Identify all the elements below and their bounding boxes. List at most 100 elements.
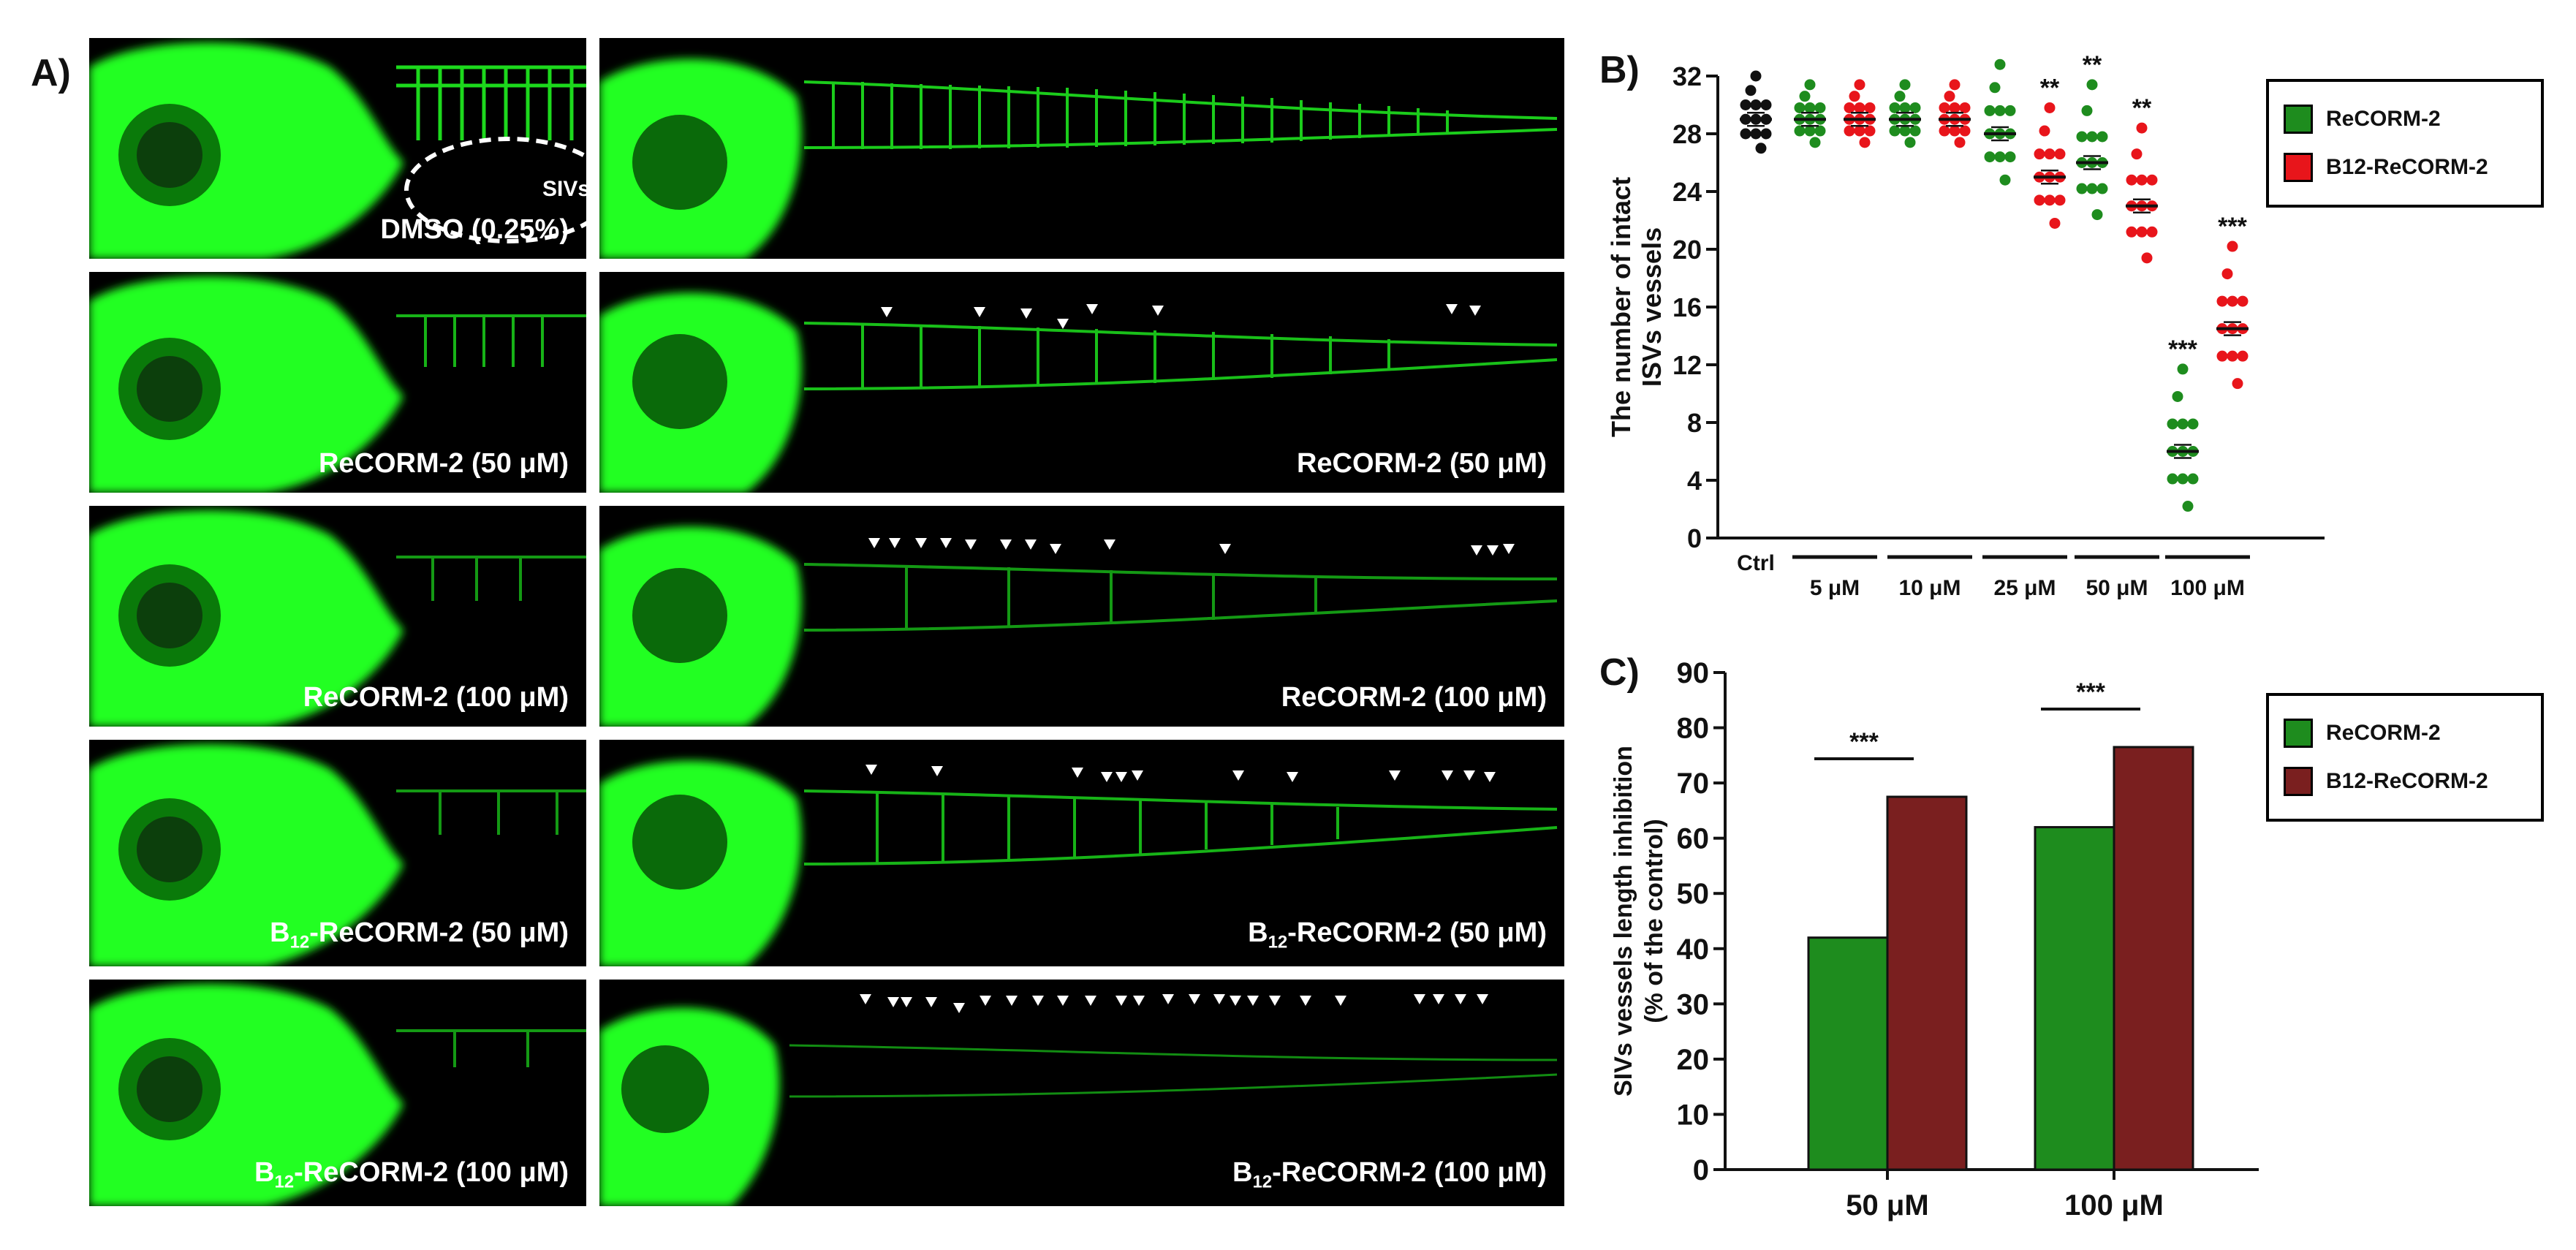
x-tick-label: 50 μM xyxy=(2086,576,2148,600)
group-1-series-0-point xyxy=(1894,91,1906,102)
y-tick-label: 50 xyxy=(1677,878,1710,910)
group-4-series-1-point xyxy=(2227,350,2238,362)
tile-recorm50-head: ReCORM-2 (50 μM) xyxy=(89,272,586,493)
y-tick-label: 8 xyxy=(1687,408,1702,438)
group-3-series-1-point xyxy=(2146,226,2158,238)
group-4-series-1-point xyxy=(2227,240,2238,252)
group-0-series-1-point xyxy=(1854,102,1865,113)
group-4-series-0-point xyxy=(2172,390,2183,402)
group-1-series-1-point xyxy=(1959,102,1971,113)
group-4-series-1-point xyxy=(2221,268,2233,280)
group-2-series-1-point xyxy=(2039,125,2050,137)
group-2-series-1-point xyxy=(2054,194,2066,206)
fish-head-image xyxy=(89,744,586,966)
group-4-series-1-point xyxy=(2237,295,2249,307)
group-0-series-1-point xyxy=(1864,102,1876,113)
bar-0-0 xyxy=(1807,936,1889,1171)
group-0-series-1-point xyxy=(1854,79,1865,91)
group-1-series-1-point xyxy=(1939,125,1950,137)
group-0-series-0-point xyxy=(1794,125,1806,137)
y-axis-label-line: The number of intact xyxy=(1606,177,1636,437)
ctrl-point xyxy=(1760,128,1772,140)
group-1-series-1-point xyxy=(1944,91,1955,102)
y-tick-label: 28 xyxy=(1672,119,1702,149)
tile-label-recorm100-body: ReCORM-2 (100 μM) xyxy=(1281,682,1547,713)
legend-swatch-green xyxy=(2284,719,2313,748)
group-3-series-1-point xyxy=(2126,174,2137,186)
tile-recorm100-head: ReCORM-2 (100 μM) xyxy=(89,506,586,727)
ctrl-point xyxy=(1740,128,1751,140)
group-3-series-0-point xyxy=(2086,79,2098,91)
y-axis-label: The number of intactISVs vessels xyxy=(1606,177,1667,437)
tile-label-b12-100-body: B12-ReCORM-2 (100 μM) xyxy=(1232,1157,1547,1193)
group-2-series-1-point xyxy=(2034,148,2045,160)
panel-b-letter: B) xyxy=(1599,49,1640,91)
group-3-series-0-point xyxy=(2081,105,2093,116)
y-axis-label: SIVs vessels length inhibition (% of the … xyxy=(1610,746,1668,1096)
group-0-series-0-point xyxy=(1814,125,1826,137)
y-tick-label: 30 xyxy=(1677,988,1710,1020)
legend-label: B12-ReCORM-2 xyxy=(2326,155,2488,179)
group-2-series-0-point xyxy=(1984,151,1996,163)
ctrl-point xyxy=(1750,70,1762,82)
bar-0-1 xyxy=(1886,795,1968,1171)
y-tick-label: 90 xyxy=(1677,657,1710,689)
group-3-series-0-point xyxy=(2086,131,2098,143)
group-4-series-0-point xyxy=(2167,473,2178,485)
x-tick-label: 10 μM xyxy=(1898,576,1961,600)
group-1-series-0-point xyxy=(1899,125,1911,137)
group-0-series-1-point xyxy=(1844,102,1855,113)
legend-swatch-maroon xyxy=(2284,767,2313,796)
group-3-series-0-point xyxy=(2076,183,2088,194)
label-subscript: 12 xyxy=(289,933,310,952)
fish-body-image xyxy=(599,526,1558,727)
tile-label-b12-50-body: B12-ReCORM-2 (50 μM) xyxy=(1248,917,1547,953)
y-tick-label: 0 xyxy=(1687,523,1702,553)
ctrl-point xyxy=(1745,85,1757,96)
y-tick-label: 20 xyxy=(1677,1044,1710,1076)
significance-label: ** xyxy=(2132,94,2152,122)
group-1-series-1-point xyxy=(1959,125,1971,137)
group-3-series-1-point xyxy=(2136,174,2148,186)
group-4-series-1-point xyxy=(2232,378,2243,390)
y-tick-label: 20 xyxy=(1672,235,1702,265)
group-2-series-0-point xyxy=(1994,105,2006,116)
group-1-series-0-point xyxy=(1889,125,1901,137)
group-2-series-0-point xyxy=(1989,82,2001,94)
tile-dmso-body xyxy=(599,38,1564,259)
tile-label-recorm50-body: ReCORM-2 (50 μM) xyxy=(1296,448,1547,479)
label-prefix: B xyxy=(254,1157,275,1189)
label-suffix: -ReCORM-2 (50 μM) xyxy=(1287,917,1547,949)
fish-head-image xyxy=(89,42,586,259)
group-3-series-0-point xyxy=(2096,131,2108,143)
legend-label: ReCORM-2 xyxy=(2326,721,2441,745)
legend-item-recorm: ReCORM-2 xyxy=(2284,101,2441,137)
legend-c: ReCORM-2 B12-ReCORM-2 xyxy=(2266,693,2544,822)
group-1-series-0-point xyxy=(1899,102,1911,113)
group-4-series-0-point xyxy=(2182,501,2194,512)
group-1-series-0-point xyxy=(1909,125,1921,137)
tile-label-dmso: DMSO (0.25%) xyxy=(380,214,569,245)
group-1-series-1-point xyxy=(1954,137,1966,148)
group-4-series-1-point xyxy=(2227,295,2238,307)
label-suffix: -ReCORM-2 (50 μM) xyxy=(309,917,569,949)
panel-c-letter: C) xyxy=(1599,651,1640,694)
x-tick-label: 5 μM xyxy=(1810,576,1860,600)
ctrl-point xyxy=(1750,99,1762,110)
y-axis-label-line: SIVs vessels length inhibition xyxy=(1610,746,1637,1096)
group-3-series-1-point xyxy=(2136,226,2148,238)
group-0-series-1-point xyxy=(1854,125,1865,137)
group-3-series-1-point xyxy=(2141,252,2153,264)
group-3-series-1-point xyxy=(2146,174,2158,186)
tile-label-b12-50-head: B12-ReCORM-2 (50 μM) xyxy=(270,917,569,953)
group-1-series-0-point xyxy=(1899,79,1911,91)
legend-swatch-green xyxy=(2284,105,2313,134)
group-3-series-1-point xyxy=(2136,122,2148,134)
group-4-series-1-point xyxy=(2237,350,2249,362)
group-1-series-1-point xyxy=(1949,102,1961,113)
label-subscript: 12 xyxy=(1252,1173,1273,1192)
y-tick-label: 32 xyxy=(1672,61,1702,91)
tile-dmso-head: SIVs DMSO (0.25%) xyxy=(89,38,586,259)
group-2-series-0-point xyxy=(1994,58,2006,70)
label-prefix: B xyxy=(1232,1157,1253,1189)
